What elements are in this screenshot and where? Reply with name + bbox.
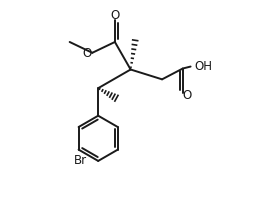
Text: O: O xyxy=(182,89,192,102)
Text: O: O xyxy=(82,47,91,60)
Text: Br: Br xyxy=(74,154,87,167)
Text: O: O xyxy=(110,9,120,22)
Text: OH: OH xyxy=(194,60,213,73)
